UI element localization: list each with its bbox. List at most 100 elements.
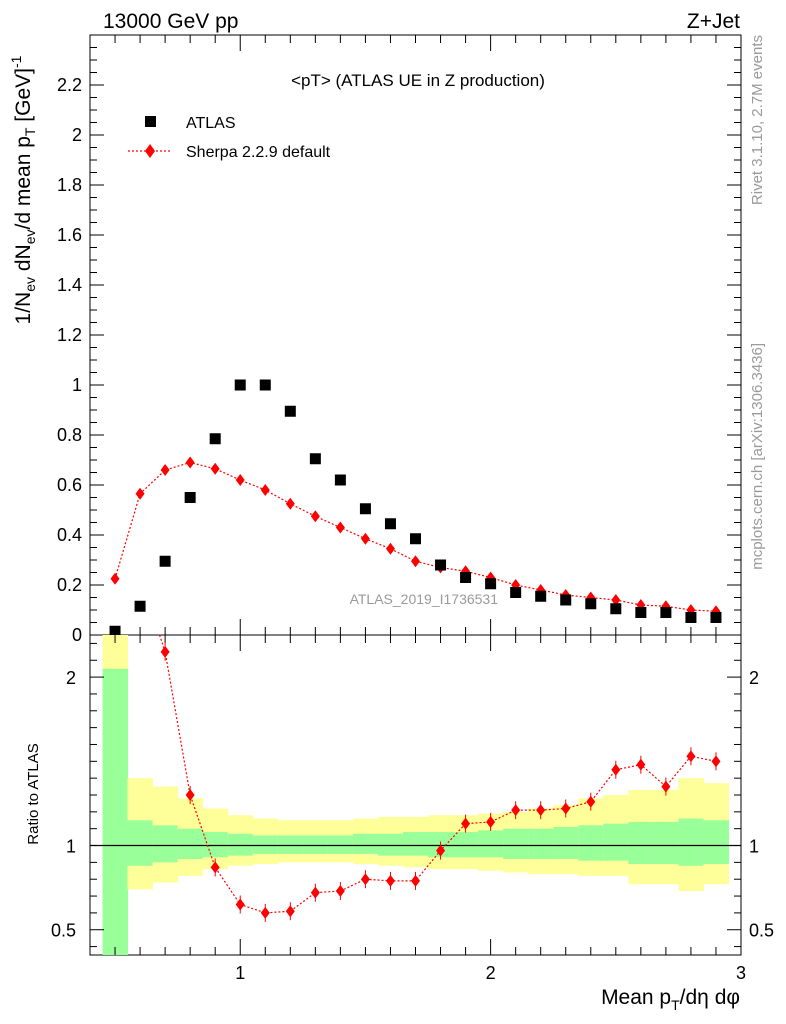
- ratio-band-inner: [402, 832, 429, 856]
- main-y-tick-label: 0.4: [57, 525, 82, 545]
- ratio-sherpa-point: [360, 873, 370, 886]
- ratio-band-inner: [453, 832, 479, 858]
- main-y-tick-label: 1.6: [57, 225, 82, 245]
- ratio-y-axis-label: Ratio to ATLAS: [25, 743, 42, 844]
- ratio-band-inner: [277, 835, 304, 854]
- ratio-band-inner: [478, 830, 504, 858]
- sherpa-point: [611, 594, 621, 606]
- atlas-point: [460, 572, 472, 583]
- ratio-sherpa-point: [235, 898, 245, 911]
- energy-label: 13000 GeV pp: [103, 10, 238, 33]
- atlas-point: [234, 379, 246, 391]
- ratio-sherpa-point: [285, 905, 295, 918]
- ratio-y-tick-label: 0.5: [51, 921, 76, 941]
- ratio-sherpa-point: [335, 885, 345, 897]
- ratio-sherpa-point: [611, 763, 621, 776]
- main-y-tick-label: 1.8: [57, 175, 82, 195]
- main-y-tick-label: 1.4: [57, 275, 82, 295]
- main-plot-area: 0 0.2 0.4 0.6 0.8 1 1.2 1.4 1.6 1.8 2 2.2: [57, 34, 742, 645]
- ratio-band-inner: [503, 828, 529, 859]
- ratio-sherpa-point: [210, 861, 220, 874]
- main-y-tick-label: 1: [72, 375, 82, 395]
- ratio-band-inner: [703, 820, 729, 865]
- ratio-sherpa-point: [411, 874, 420, 887]
- ratio-y-tick-label: 1: [66, 837, 76, 857]
- ratio-band-inner: [352, 833, 379, 854]
- ratio-sherpa-point: [711, 755, 721, 768]
- main-y-tick-label: 0.2: [57, 575, 82, 595]
- ratio-band-inner: [628, 821, 654, 865]
- ratio-sherpa-point: [310, 886, 320, 899]
- atlas-point: [359, 503, 371, 515]
- atlas-point: [410, 533, 421, 545]
- atlas-point: [109, 625, 121, 637]
- ratio-band-inner: [302, 835, 329, 854]
- atlas-point: [660, 607, 672, 618]
- main-y-tick-label: 0.8: [57, 425, 82, 445]
- atlas-point: [134, 600, 146, 612]
- atlas-point: [585, 598, 597, 610]
- ratio-band-inner: [653, 821, 679, 865]
- ratio-band-inner: [603, 823, 629, 861]
- atlas-point: [710, 612, 722, 623]
- main-y-axis-label: 1/Nev dNev/d mean pT [GeV]-1: [8, 55, 38, 324]
- process-label: Z+Jet: [687, 10, 740, 33]
- atlas-point: [485, 578, 497, 590]
- sherpa-point: [310, 510, 320, 523]
- sherpa-point: [385, 542, 395, 555]
- ratio-band-inner: [227, 833, 254, 856]
- ratio-sherpa-point: [511, 804, 521, 817]
- source-info-label: mcplots.cern.ch [arXiv:1306.3436]: [749, 343, 766, 570]
- atlas-point: [159, 555, 171, 567]
- sherpa-point: [110, 572, 120, 585]
- atlas-point: [284, 405, 296, 417]
- ratio-band-inner: [377, 833, 404, 856]
- sherpa-point: [411, 555, 420, 568]
- atlas-point: [685, 612, 697, 623]
- ratio-band-inner: [127, 820, 154, 866]
- ratio-band-inner: [102, 668, 129, 955]
- x-tick-label: 2: [486, 963, 496, 983]
- ratio-y-tick-label-right: 1: [749, 837, 759, 857]
- sherpa-point: [335, 521, 345, 534]
- x-axis-label: Mean pT/dη dφ: [601, 986, 740, 1013]
- atlas-point: [510, 587, 522, 598]
- atlas-point: [259, 379, 271, 391]
- ratio-sherpa-point: [636, 758, 646, 771]
- ratio-sherpa-point: [436, 844, 446, 857]
- ratio-sherpa-point: [486, 815, 496, 828]
- ratio-sherpa-point: [686, 750, 696, 763]
- ratio-band-inner: [678, 818, 704, 866]
- sherpa-point: [210, 462, 220, 475]
- ratio-sherpa-point: [586, 795, 596, 808]
- ratio-sherpa-point: [661, 780, 671, 793]
- main-y-tick-label: 2.2: [57, 75, 82, 95]
- legend-atlas-label: ATLAS: [186, 115, 236, 132]
- ratio-band-inner: [327, 835, 354, 854]
- ratio-y-tick-label-right: 2: [749, 668, 759, 688]
- x-tick-label: 1: [235, 963, 245, 983]
- atlas-point: [610, 603, 622, 615]
- atlas-point: [535, 590, 547, 602]
- x-tick-label: 3: [736, 963, 746, 983]
- main-y-tick-label: 2: [72, 125, 82, 145]
- ratio-band-inner: [528, 828, 554, 859]
- analysis-id-label: ATLAS_2019_I1736531: [350, 591, 499, 607]
- atlas-point: [209, 433, 221, 445]
- rivet-info-label: Rivet 3.1.10, 2.7M events: [749, 35, 766, 205]
- atlas-point: [184, 492, 196, 503]
- ratio-band-inner: [553, 827, 579, 859]
- main-y-tick-label: 0: [72, 625, 82, 645]
- sherpa-point: [360, 532, 370, 545]
- atlas-point: [384, 518, 396, 530]
- sherpa-point: [160, 464, 170, 476]
- ratio-y-tick-label: 2: [66, 668, 76, 688]
- legend-sherpa-marker: [145, 144, 155, 158]
- main-y-tick-label: 0.6: [57, 475, 82, 495]
- ratio-sherpa-point: [461, 817, 471, 830]
- ratio-sherpa-line: [158, 634, 717, 914]
- ratio-sherpa-point: [536, 804, 546, 817]
- ratio-sherpa-point: [185, 789, 195, 801]
- ratio-band-inner: [177, 828, 204, 859]
